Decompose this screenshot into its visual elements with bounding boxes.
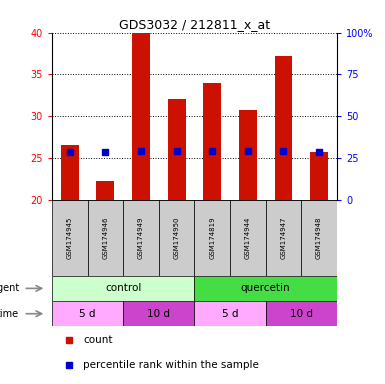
Bar — [275, 56, 292, 200]
Bar — [52, 301, 123, 326]
Bar — [310, 152, 328, 200]
Bar — [88, 200, 123, 276]
Text: GSM174948: GSM174948 — [316, 217, 322, 259]
Bar — [52, 200, 88, 276]
Title: GDS3032 / 212811_x_at: GDS3032 / 212811_x_at — [119, 18, 270, 31]
Bar — [266, 301, 337, 326]
Bar — [168, 99, 186, 200]
Text: GSM174950: GSM174950 — [174, 217, 180, 259]
Text: percentile rank within the sample: percentile rank within the sample — [83, 360, 259, 370]
Text: GSM174947: GSM174947 — [280, 217, 286, 259]
Text: GSM174946: GSM174946 — [102, 217, 109, 259]
Text: GSM174949: GSM174949 — [138, 217, 144, 259]
Text: time: time — [0, 309, 19, 319]
Text: 5 d: 5 d — [222, 309, 238, 319]
Text: GSM174819: GSM174819 — [209, 217, 215, 259]
Text: control: control — [105, 283, 141, 293]
Bar — [194, 301, 266, 326]
Bar — [123, 301, 194, 326]
Text: quercetin: quercetin — [241, 283, 290, 293]
Text: 10 d: 10 d — [147, 309, 170, 319]
Bar — [159, 200, 194, 276]
Bar — [230, 200, 266, 276]
Text: agent: agent — [0, 283, 19, 293]
Bar — [203, 83, 221, 200]
Text: GSM174945: GSM174945 — [67, 217, 73, 259]
Bar — [301, 200, 337, 276]
Bar — [194, 200, 230, 276]
Bar — [97, 181, 114, 200]
Bar — [266, 200, 301, 276]
Bar — [52, 276, 194, 301]
Text: 5 d: 5 d — [79, 309, 96, 319]
Bar — [194, 276, 337, 301]
Text: GSM174944: GSM174944 — [245, 217, 251, 259]
Text: count: count — [83, 335, 113, 345]
Bar — [123, 200, 159, 276]
Bar — [239, 110, 257, 200]
Bar — [61, 146, 79, 200]
Bar — [132, 33, 150, 200]
Text: 10 d: 10 d — [290, 309, 313, 319]
